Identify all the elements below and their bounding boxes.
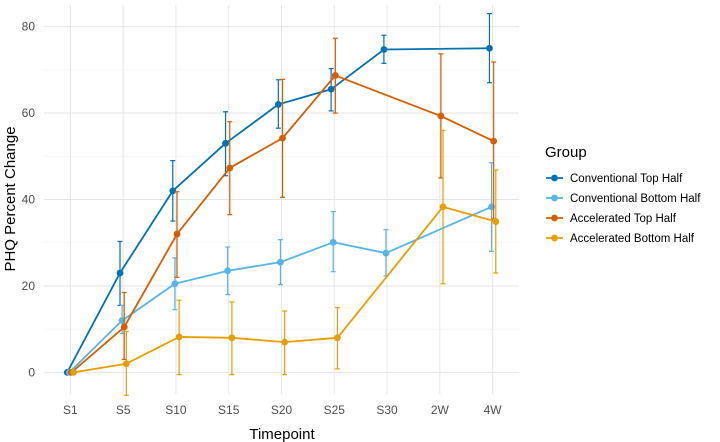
y-tick-label: 20 <box>22 279 36 293</box>
series-3 <box>70 129 500 396</box>
x-tick-label: S20 <box>271 403 293 417</box>
data-point <box>277 258 284 266</box>
data-point <box>327 85 335 93</box>
x-tick-label: S30 <box>376 403 398 417</box>
legend-key-point <box>551 214 558 222</box>
y-tick-label: 80 <box>22 20 36 34</box>
legend-key-point <box>551 234 558 242</box>
data-point <box>226 164 234 172</box>
data-point <box>173 230 181 238</box>
series-1 <box>65 162 495 376</box>
data-point <box>334 334 341 342</box>
y-axis-title: PHQ Percent Change <box>2 126 19 271</box>
legend-label: Conventional Bottom Half <box>570 193 701 205</box>
series-line <box>70 74 495 374</box>
x-axis-title: Timepoint <box>249 426 315 442</box>
data-point <box>490 137 498 145</box>
legend-item: Accelerated Bottom Half <box>546 233 695 245</box>
x-axis-ticks: S1 S5 S10 S15 S20 S25 S30 2W 4W <box>63 403 502 417</box>
data-point <box>486 44 493 52</box>
legend-label: Conventional Top Half <box>570 173 683 185</box>
y-tick-label: 0 <box>28 365 35 379</box>
y-tick-label: 40 <box>22 193 36 207</box>
data-point <box>120 323 128 331</box>
data-point <box>331 72 339 79</box>
x-tick-label: S10 <box>165 403 187 417</box>
data-point <box>329 238 337 246</box>
legend-key-point <box>551 174 558 182</box>
series-2 <box>68 37 498 376</box>
series-line <box>73 205 497 374</box>
y-tick-label: 60 <box>22 106 36 120</box>
data-point <box>281 338 289 346</box>
legend-label: Accelerated Top Half <box>570 213 677 225</box>
legend-label: Accelerated Bottom Half <box>570 233 695 245</box>
legend: Group Conventional Top Half Conventional … <box>545 144 701 245</box>
data-point <box>439 203 447 211</box>
series-line <box>68 206 492 374</box>
x-tick-label: S1 <box>63 403 78 417</box>
legend-key-point <box>551 194 558 202</box>
x-tick-label: S25 <box>324 403 346 417</box>
data-point <box>382 249 390 257</box>
data-point <box>116 269 124 277</box>
x-tick-label: S5 <box>116 403 131 417</box>
data-point <box>279 134 286 142</box>
data-point <box>274 101 282 108</box>
x-tick-label: 2W <box>431 403 450 417</box>
data-point <box>437 112 445 120</box>
legend-item: Conventional Top Half <box>546 173 683 185</box>
data-point <box>380 46 388 53</box>
data-point <box>70 368 77 376</box>
data-point <box>171 280 179 288</box>
data-point <box>228 334 236 342</box>
legend-item: Conventional Bottom Half <box>546 193 701 205</box>
series-0 <box>63 13 493 376</box>
y-axis-ticks: 0 20 40 60 80 <box>22 20 36 380</box>
data-point <box>122 360 130 368</box>
data-point <box>169 187 177 195</box>
grid-lines <box>44 5 519 394</box>
legend-title: Group <box>545 144 587 161</box>
x-tick-label: 4W <box>484 403 503 417</box>
series-line <box>66 47 490 373</box>
data-point <box>224 267 232 275</box>
data-point <box>222 139 229 147</box>
data-point <box>492 218 500 225</box>
data-point <box>175 333 183 341</box>
x-tick-label: S15 <box>218 403 240 417</box>
series-group <box>63 13 500 396</box>
legend-item: Accelerated Top Half <box>546 213 677 225</box>
